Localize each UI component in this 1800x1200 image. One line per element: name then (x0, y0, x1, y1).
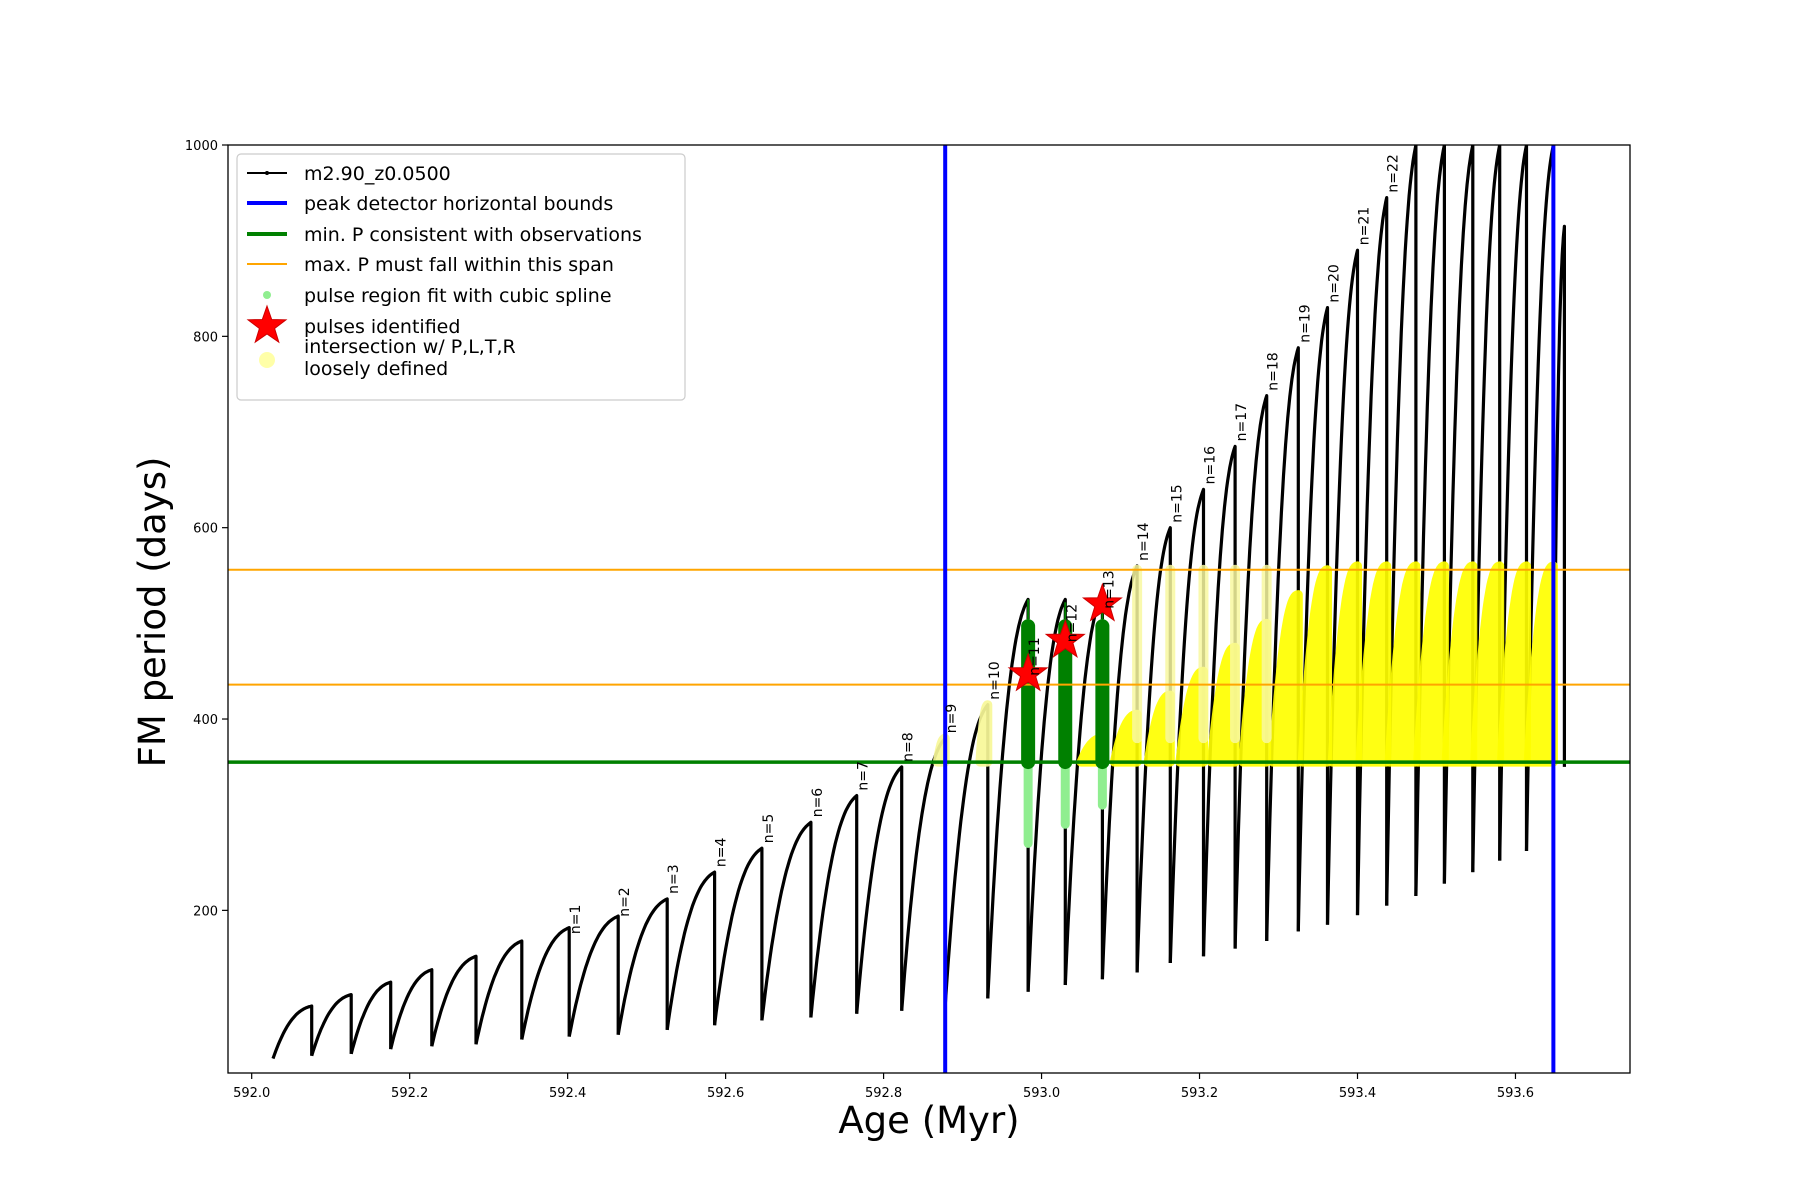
pulse-label: n=16 (1203, 446, 1219, 485)
pulse-label: n=5 (761, 814, 777, 844)
pulse-label: n=7 (856, 761, 872, 791)
intersection-region (1268, 590, 1303, 767)
pulse-label: n=18 (1266, 352, 1282, 390)
series-line-pulse (430, 954, 478, 1047)
series-line-pulse (389, 968, 434, 1050)
series-line-pulse (1385, 145, 1418, 906)
series-line-pulse (1168, 487, 1206, 964)
series-line-pulse (760, 820, 813, 1021)
series-line-pulse (809, 794, 859, 1018)
intersection-region (1469, 561, 1505, 767)
pulse-label: n=12 (1064, 604, 1080, 642)
x-tick-label: 592.0 (233, 1086, 270, 1101)
pulse-label: n=21 (1357, 207, 1373, 245)
series-line-pulse (1026, 597, 1067, 992)
intersection-region (1441, 561, 1478, 767)
legend-label: m2.90_z0.0500 (304, 163, 451, 185)
series-line-pulse (1135, 526, 1172, 973)
legend-handle-star (246, 304, 288, 344)
series-line-pulse (986, 597, 1030, 999)
pulse-label: n=17 (1234, 403, 1250, 441)
y-axis-title: FM period (days) (131, 457, 174, 768)
intersection-region (1523, 561, 1558, 767)
legend-label: loosely defined (304, 358, 448, 380)
intersection-region (1384, 561, 1421, 767)
plot-frame (227, 144, 1631, 1074)
series-line-pulse (520, 926, 571, 1040)
legend-label: max. P must fall within this span (304, 254, 614, 276)
y-tick-label: 200 (193, 904, 218, 919)
series-line-pulse (1233, 394, 1269, 949)
legend-box (236, 153, 686, 401)
pulse-label: n=13 (1101, 570, 1117, 608)
pulse-label: n=22 (1386, 154, 1402, 192)
pulse-identified-star (1081, 582, 1123, 622)
x-tick-label: 593.4 (1339, 1086, 1376, 1101)
pulse-label: n=1 (568, 905, 584, 935)
x-tick-label: 592.4 (549, 1086, 586, 1101)
series-line-pulse (616, 897, 669, 1035)
series-line-pulse (900, 736, 947, 1011)
y-tick-label: 800 (193, 330, 218, 345)
legend-handle-dot (263, 291, 271, 299)
pulse-label: n=20 (1327, 264, 1343, 302)
series-line-pulse (1355, 196, 1389, 916)
series-line-pulse (271, 1004, 314, 1060)
x-tick-label: 592.8 (865, 1086, 902, 1101)
pulse-label: n=11 (1027, 637, 1043, 675)
intersection-region (1355, 561, 1392, 767)
series-line-pulse (1471, 145, 1502, 873)
x-axis-title: Age (Myr) (838, 1099, 1019, 1142)
pulse-label: n=14 (1136, 522, 1152, 561)
pulse-label: n=6 (810, 788, 826, 818)
series-line-pulse (1524, 145, 1555, 852)
y-tick-label: 400 (193, 713, 218, 728)
series-line-pulse (665, 870, 717, 1031)
legend-label: pulses identified (304, 316, 460, 338)
intersection-region (1327, 561, 1362, 767)
series-line-pulse (855, 765, 904, 1014)
series-line-pulse (310, 993, 353, 1057)
series-line-pulse (1498, 145, 1529, 861)
legend-label: peak detector horizontal bounds (304, 193, 613, 215)
series-line-pulse (1201, 444, 1237, 957)
pulse-label: n=8 (901, 732, 917, 762)
legend-handle-dot (265, 171, 269, 175)
pulse-identified-star (1007, 652, 1049, 692)
y-tick-label: 600 (193, 522, 218, 537)
pulse-label: n=4 (714, 837, 730, 867)
x-tick-label: 592.2 (391, 1086, 428, 1101)
legend-handle-circle (259, 352, 275, 368)
x-tick-label: 592.6 (707, 1086, 744, 1101)
pulse-label: n=15 (1169, 484, 1185, 522)
pulse-identified-star (1044, 619, 1086, 659)
pulse-label: n=3 (666, 864, 682, 894)
intersection-region (1496, 561, 1531, 767)
series-line-pulse (713, 846, 764, 1026)
legend-label: min. P consistent with observations (304, 224, 642, 246)
plot-content (228, 145, 1630, 1073)
pulse-label: n=19 (1297, 304, 1313, 342)
y-tick-label: 1000 (185, 139, 218, 154)
legend-label: intersection w/ P,L,T,R (304, 336, 516, 358)
legend-label: pulse region fit with cubic spline (304, 285, 612, 307)
x-tick-label: 593.0 (1023, 1086, 1060, 1101)
pulse-label: n=10 (987, 661, 1003, 699)
plot-area: n=1 n=2 n=3 n=4 n=5 n=6 n=7 n=8 n=9 n=10 n=11 n=12 n… (228, 145, 1630, 1073)
intersection-region (1413, 561, 1449, 767)
series-line-pulse (567, 914, 620, 1037)
pulse-label: n=2 (617, 887, 633, 917)
axes: 592.0 592.2 592.4 592.6 592.8 593.0 593.2 593.4… (185, 139, 1631, 1101)
x-tick-label: 593.2 (1181, 1086, 1218, 1101)
series-line-pulse (474, 939, 524, 1045)
series-line-pulse (1442, 145, 1475, 884)
pulse-label: n=9 (944, 704, 960, 734)
x-tick-label: 593.6 (1497, 1086, 1534, 1101)
series-line-pulse (349, 980, 393, 1055)
series-line-pulse (1414, 145, 1446, 897)
intersection-region (975, 700, 993, 767)
